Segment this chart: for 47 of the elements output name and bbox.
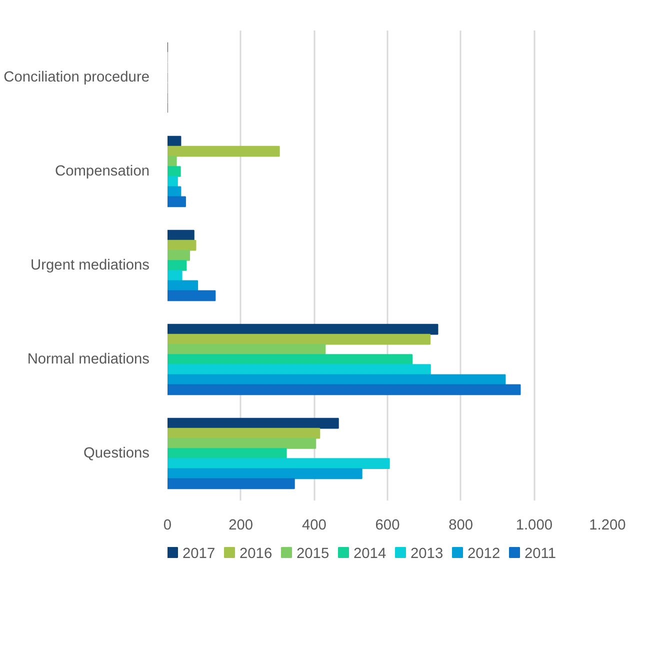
bar: [168, 146, 280, 157]
bar: [168, 428, 320, 439]
bar: [168, 290, 216, 302]
bar: [168, 418, 339, 429]
y-tick-label: Compensation: [54, 164, 150, 180]
bar: [168, 478, 295, 490]
bar: [168, 250, 190, 261]
bar: [168, 324, 438, 335]
x-tick-label: 0: [163, 518, 172, 534]
bar: [168, 364, 431, 376]
bar: [168, 230, 194, 241]
legend-label: 2011: [524, 546, 556, 562]
bar: [168, 458, 390, 470]
x-tick-label: 400: [302, 518, 326, 534]
bar: [168, 166, 181, 177]
y-tick-label: Conciliation procedure: [4, 70, 150, 86]
bar: [168, 354, 413, 365]
legend-label: 2012: [468, 546, 500, 562]
bar: [168, 196, 186, 208]
x-tick-label: 800: [448, 518, 474, 534]
bar: [168, 186, 182, 198]
y-tick-label: Normal mediations: [27, 352, 150, 368]
bar: [168, 270, 182, 282]
bar: [168, 374, 506, 386]
x-tick-label: 600: [375, 518, 400, 534]
legend-label: 2016: [240, 546, 272, 562]
bar: [168, 468, 362, 480]
y-tick-label: Urgent mediations: [30, 258, 150, 274]
bar: [168, 136, 182, 147]
x-tick-label: 1.000: [516, 518, 553, 534]
bar: [168, 438, 316, 449]
bar: [168, 384, 521, 396]
bar: [168, 156, 177, 167]
x-tick-label: 1.200: [589, 518, 626, 534]
legend-label: 2013: [410, 546, 444, 562]
bar: [168, 260, 187, 271]
legend-label: 2014: [354, 546, 386, 562]
bar: [168, 280, 198, 292]
legend-label: 2015: [296, 546, 330, 562]
y-tick-label: Questions: [84, 446, 150, 462]
bar: [168, 176, 178, 188]
bar: [168, 448, 287, 459]
x-tick-label: 200: [228, 518, 254, 534]
bar: [168, 240, 196, 251]
bar: [168, 334, 431, 345]
bar: [168, 344, 326, 355]
legend-label: 2017: [182, 546, 216, 562]
